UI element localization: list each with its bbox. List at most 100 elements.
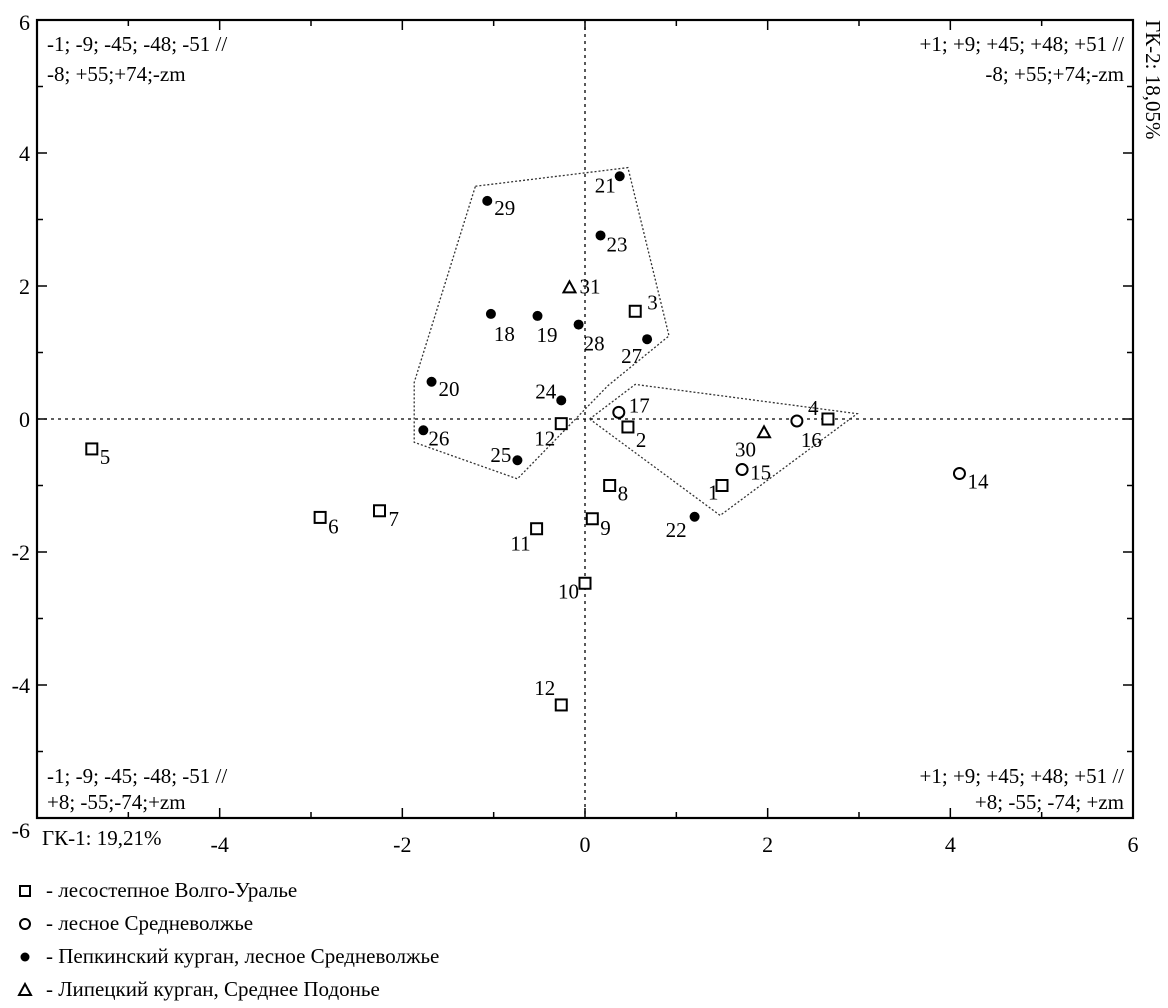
- y-tick-label: -6: [12, 818, 30, 843]
- point-label: 25: [490, 443, 511, 467]
- point-filled-circle: [418, 425, 429, 436]
- point-open-square: [85, 442, 99, 456]
- quadrant-bottom-right-line-1: +1; +9; +45; +48; +51 //: [920, 764, 1125, 788]
- quadrant-bottom-left-line-1: -1; -9; -45; -48; -51 //: [47, 764, 227, 788]
- filled-circle-icon: [20, 952, 30, 962]
- point-open-square: [715, 479, 729, 492]
- point-label: 16: [801, 428, 822, 452]
- quadrant-bottom-right-line-2: +8; -55; -74; +zm: [975, 790, 1124, 814]
- point-open-square: [554, 417, 568, 431]
- point-open-square: [530, 522, 544, 536]
- quadrant-top-right-line-2: -8; +55;+74;-zm: [985, 62, 1124, 86]
- point-label: 3: [647, 290, 658, 314]
- point-label: 24: [535, 379, 557, 403]
- x-tick-label: -4: [211, 832, 229, 857]
- point-filled-circle: [485, 308, 496, 319]
- x-tick-label: 2: [762, 832, 773, 857]
- y-tick-label: 0: [19, 407, 30, 432]
- point-label: 22: [666, 518, 687, 542]
- x-tick-label: 6: [1128, 832, 1139, 857]
- point-open-square: [821, 412, 835, 426]
- x-tick-label: 4: [945, 832, 956, 857]
- quadrant-label-top-left: -1; -9; -45; -48; -51 // -8; +55;+74;-zm: [47, 32, 227, 86]
- legend-label-lipetsk: - Липецкий курган, Среднее Подонье: [46, 977, 380, 1001]
- point-filled-circle: [573, 319, 584, 330]
- point-label: 26: [428, 426, 449, 450]
- open-circle-icon: [19, 918, 31, 930]
- point-label: 11: [510, 532, 530, 556]
- point-filled-circle: [595, 230, 606, 241]
- point-label: 15: [750, 461, 771, 485]
- point-label: 18: [494, 322, 515, 346]
- y-tick-label: -4: [12, 673, 30, 698]
- quadrant-top-left-line-2: -8; +55;+74;-zm: [47, 62, 186, 86]
- quadrant-label-top-right: +1; +9; +45; +48; +51 // -8; +55;+74;-zm: [920, 32, 1125, 86]
- point-label: 1: [708, 481, 719, 505]
- point-label: 27: [621, 344, 642, 368]
- point-label: 7: [389, 507, 400, 531]
- y-tick-label: 6: [19, 10, 30, 35]
- point-label: 12: [534, 427, 555, 451]
- point-open-square: [628, 304, 642, 318]
- point-filled-circle: [556, 395, 567, 406]
- point-label: 20: [439, 377, 460, 401]
- point-label: 5: [100, 445, 111, 469]
- y-tick-label: -2: [12, 540, 30, 565]
- point-open-circle: [952, 467, 966, 481]
- point-filled-circle: [482, 195, 493, 206]
- zero-lines: [37, 20, 1133, 818]
- point-filled-circle: [512, 455, 523, 466]
- point-filled-circle: [614, 171, 625, 182]
- y-axis-label: ГК-2: 18,05%: [1141, 20, 1165, 139]
- point-open-square: [585, 512, 599, 526]
- point-open-square: [578, 576, 592, 590]
- point-open-square: [554, 698, 568, 712]
- open-triangle-icon: [17, 981, 33, 996]
- point-label: 8: [618, 482, 629, 506]
- point-open-square: [373, 504, 386, 518]
- legend-label-forest-middle-volga: - лесное Средневолжье: [46, 911, 254, 935]
- legend-label-pepkino: - Пепкинский курган, лесное Средневолжье: [46, 944, 440, 968]
- point-filled-circle: [689, 511, 700, 522]
- quadrant-top-right-line-1: +1; +9; +45; +48; +51 //: [920, 32, 1125, 56]
- point-label: 31: [579, 274, 600, 298]
- point-open-circle: [790, 414, 804, 428]
- point-label: 12: [534, 676, 555, 700]
- point-label: 23: [607, 232, 628, 256]
- quadrant-label-bottom-left: -1; -9; -45; -48; -51 // +8; -55;-74;+zm: [47, 764, 227, 814]
- quadrant-bottom-left-line-2: +8; -55;-74;+zm: [47, 790, 186, 814]
- point-label: 19: [537, 323, 558, 347]
- point-filled-circle: [642, 334, 653, 345]
- point-label: 9: [600, 516, 611, 540]
- point-label: 21: [595, 173, 616, 197]
- point-label: 29: [494, 196, 515, 220]
- point-label: 17: [629, 393, 650, 417]
- point-label: 30: [735, 437, 756, 461]
- point-open-square: [621, 420, 635, 434]
- open-square-icon: [19, 885, 31, 897]
- point-open-triangle: [756, 424, 772, 439]
- point-filled-circle: [532, 310, 543, 321]
- point-label: 2: [636, 428, 647, 452]
- point-label: 28: [584, 332, 605, 356]
- x-tick-label: 0: [580, 832, 591, 857]
- point-label: 4: [808, 396, 819, 420]
- hull-polygon: [588, 383, 859, 517]
- quadrant-top-left-line-1: -1; -9; -45; -48; -51 //: [47, 32, 227, 56]
- point-open-square: [313, 510, 327, 524]
- legend-label-forest-steppe: - лесостепное Волго-Уралье: [46, 878, 298, 902]
- point-filled-circle: [426, 376, 437, 387]
- y-tick-label: 4: [19, 141, 30, 166]
- point-open-circle: [735, 463, 749, 477]
- point-label: 10: [558, 579, 579, 603]
- point-open-triangle: [561, 279, 578, 294]
- y-tick-label: 2: [19, 274, 30, 299]
- x-axis-label: ГК-1: 19,21%: [42, 826, 161, 850]
- convex-hulls: [413, 166, 859, 517]
- point-label: 14: [967, 470, 989, 494]
- point-open-circle: [612, 405, 626, 419]
- data-points: [85, 171, 966, 712]
